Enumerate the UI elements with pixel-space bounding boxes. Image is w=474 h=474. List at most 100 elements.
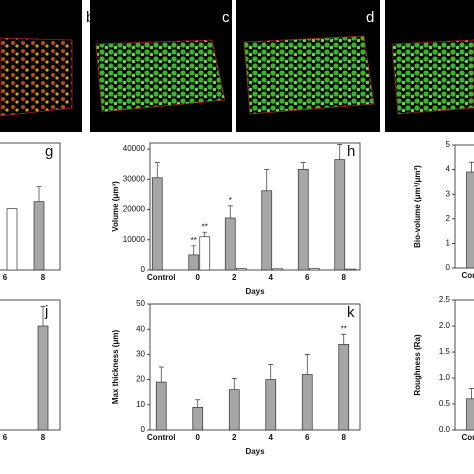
bar xyxy=(466,171,474,269)
x-tick-label: 6 xyxy=(3,433,8,442)
bar xyxy=(338,343,350,431)
error-bar xyxy=(154,162,160,178)
plot-frame xyxy=(0,299,61,431)
y-tick-label: 50 xyxy=(136,299,145,308)
bar xyxy=(188,254,200,271)
bar xyxy=(192,406,204,431)
x-tick-label: 6 xyxy=(3,273,8,282)
y-tick-label: 1 xyxy=(446,239,451,248)
y-tick-label: 20 xyxy=(136,375,145,384)
plot-frame xyxy=(0,142,61,271)
y-tick-label: 20000 xyxy=(123,205,146,214)
annotation: ** xyxy=(191,236,197,245)
image-content xyxy=(391,39,474,115)
y-tick-label: 3 xyxy=(446,189,451,198)
bar xyxy=(228,389,240,431)
bar xyxy=(301,374,313,431)
y-tick-label: 10000 xyxy=(123,235,146,244)
error-bar xyxy=(227,205,233,218)
plot-frame xyxy=(149,303,361,431)
bar xyxy=(6,208,18,271)
y-tick-label: 40 xyxy=(136,324,145,333)
bar xyxy=(466,398,474,431)
panel-letter: c xyxy=(222,9,230,26)
y-tick-label: 10 xyxy=(136,400,145,409)
x-tick-label: 6 xyxy=(305,433,310,442)
panel-letter: d xyxy=(366,9,374,26)
x-tick-label: 8 xyxy=(41,433,46,442)
error-bar xyxy=(300,162,306,170)
y-tick-label: 2.0 xyxy=(439,321,451,330)
x-axis-label: Days xyxy=(245,287,265,296)
x-tick-label: Control xyxy=(462,433,474,442)
error-bar xyxy=(469,161,474,173)
error-bar xyxy=(36,186,42,202)
plot-frame xyxy=(149,142,361,271)
y-axis-label: Roughness (Ra) xyxy=(413,334,422,396)
y-tick-label: 1.5 xyxy=(439,347,451,356)
y-tick-label: 4 xyxy=(446,165,451,174)
x-tick-label: Control xyxy=(147,273,175,282)
y-axis-label: Bio-volume (μm³/μm²) xyxy=(413,165,422,248)
bar xyxy=(199,236,211,271)
annotation: * xyxy=(229,196,232,205)
panel-letter: g xyxy=(45,143,53,160)
error-bar xyxy=(469,388,474,399)
error-bar xyxy=(268,364,274,380)
y-tick-label: 5 xyxy=(446,140,451,149)
x-tick-label: 4 xyxy=(269,433,274,442)
x-tick-label: Control xyxy=(462,271,474,280)
bar xyxy=(155,381,167,431)
bar xyxy=(308,268,320,271)
error-bar xyxy=(337,144,343,160)
bar xyxy=(33,201,45,271)
y-tick-label: 0 xyxy=(141,425,146,434)
bar xyxy=(151,177,163,271)
image-content xyxy=(243,35,375,115)
x-tick-label: Control xyxy=(147,433,175,442)
y-axis-label: Max thickness (μm) xyxy=(111,330,120,405)
bar xyxy=(334,159,346,271)
y-tick-label: 0 xyxy=(141,265,146,274)
y-tick-label: 30 xyxy=(136,350,145,359)
x-tick-label: 8 xyxy=(41,273,46,282)
y-tick-label: 0 xyxy=(446,263,451,272)
panel-letter: h xyxy=(347,143,355,160)
bar xyxy=(272,268,284,271)
panel-letter: j xyxy=(44,303,48,320)
x-tick-label: 6 xyxy=(305,273,310,282)
x-tick-label: 2 xyxy=(232,273,237,282)
y-axis-label: Volume (μm³) xyxy=(111,181,120,232)
x-tick-label: 4 xyxy=(269,273,274,282)
x-tick-label: 8 xyxy=(342,273,347,282)
error-bar xyxy=(304,354,310,375)
annotation: ** xyxy=(202,222,208,231)
x-axis-label: Days xyxy=(245,447,265,456)
image-content xyxy=(95,39,226,113)
bar xyxy=(261,190,273,271)
bar xyxy=(37,325,49,431)
error-bar xyxy=(158,366,164,383)
y-tick-label: 1.0 xyxy=(439,373,451,382)
y-tick-label: 2.5 xyxy=(439,295,451,304)
error-bar xyxy=(341,333,347,345)
bar xyxy=(224,217,236,271)
bar xyxy=(345,268,357,271)
error-bar xyxy=(231,377,237,390)
y-tick-label: 30000 xyxy=(123,174,146,183)
error-bar xyxy=(191,245,197,255)
x-tick-label: 0 xyxy=(196,433,201,442)
x-tick-label: 0 xyxy=(196,273,201,282)
annotation: ** xyxy=(341,324,347,333)
x-tick-label: 2 xyxy=(232,433,237,442)
bar xyxy=(265,379,277,431)
y-tick-label: 2 xyxy=(446,214,451,223)
image-content xyxy=(0,37,73,117)
error-bar xyxy=(195,399,201,408)
bar xyxy=(235,268,247,271)
error-bar xyxy=(40,306,46,326)
y-tick-label: 0.0 xyxy=(439,425,451,434)
error-bar xyxy=(202,231,208,237)
y-tick-label: 0.5 xyxy=(439,399,451,408)
